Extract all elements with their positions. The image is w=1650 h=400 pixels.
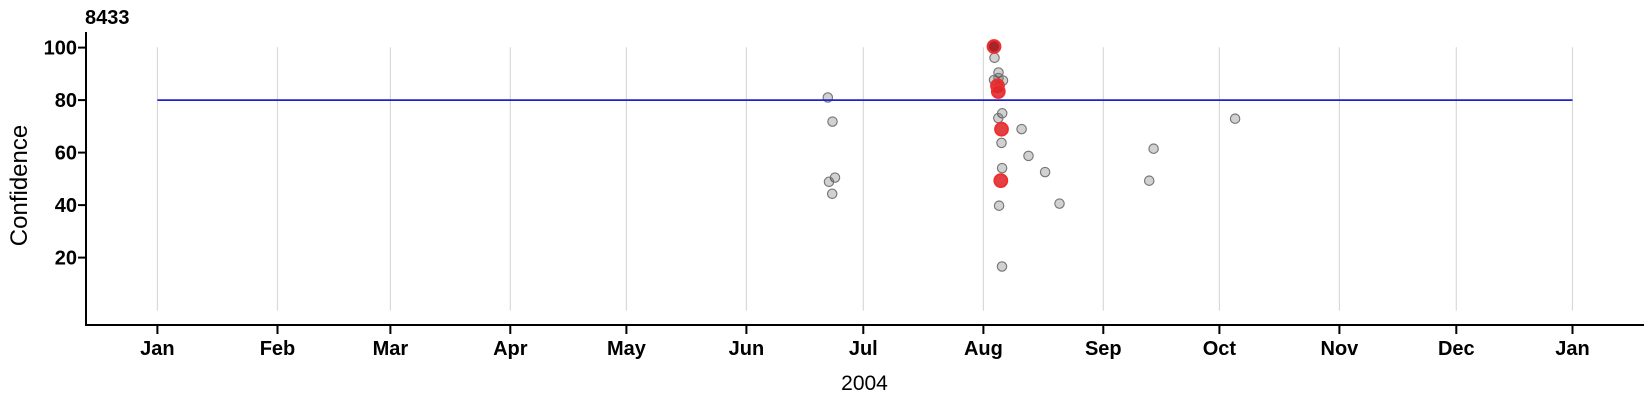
svg-text:Jan: Jan [140, 338, 174, 360]
svg-text:Aug: Aug [964, 338, 1003, 360]
svg-text:60: 60 [55, 142, 77, 164]
svg-text:8433: 8433 [85, 7, 130, 29]
svg-text:20: 20 [55, 247, 77, 269]
svg-text:Oct: Oct [1203, 338, 1237, 360]
svg-text:Mar: Mar [373, 338, 409, 360]
svg-text:2004: 2004 [841, 372, 888, 395]
svg-text:May: May [607, 338, 647, 360]
svg-text:Confidence: Confidence [6, 125, 33, 246]
svg-text:Feb: Feb [260, 338, 296, 360]
svg-text:Jul: Jul [849, 338, 878, 360]
svg-text:100: 100 [44, 37, 77, 59]
svg-text:40: 40 [55, 195, 77, 217]
svg-text:Dec: Dec [1438, 338, 1475, 360]
svg-text:Jan: Jan [1555, 338, 1589, 360]
svg-text:Sep: Sep [1085, 338, 1122, 360]
svg-text:Apr: Apr [493, 338, 528, 360]
svg-text:Jun: Jun [729, 338, 765, 360]
svg-text:80: 80 [55, 90, 77, 112]
svg-text:Nov: Nov [1321, 338, 1360, 360]
